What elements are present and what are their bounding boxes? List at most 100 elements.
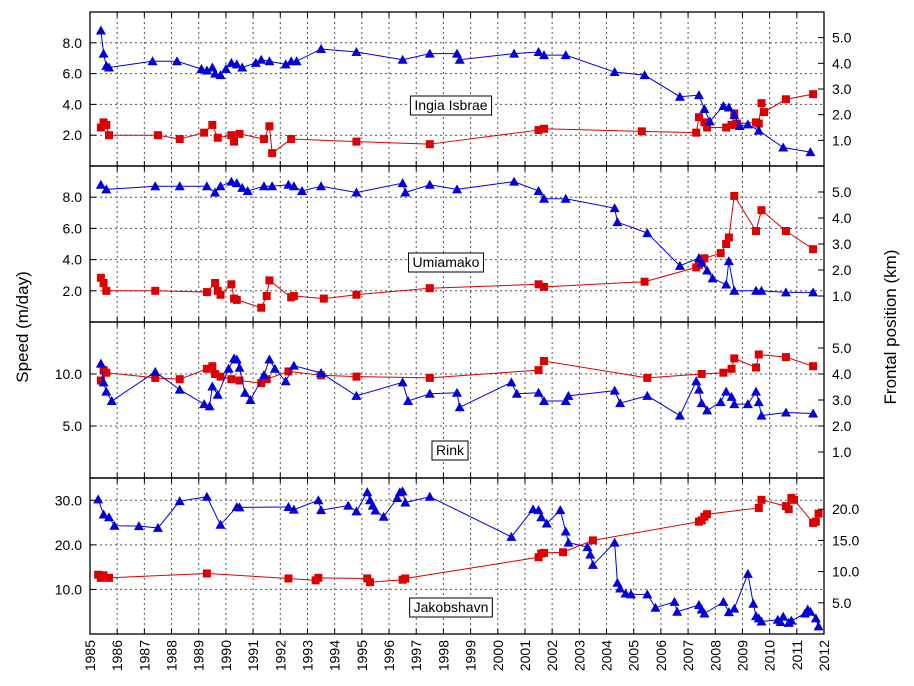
front-point — [102, 368, 111, 377]
speed-point — [316, 505, 327, 515]
speed-point — [560, 526, 571, 536]
front-point — [366, 578, 375, 587]
speed-point — [805, 606, 816, 616]
speed-point — [642, 390, 653, 400]
speed-point — [424, 48, 435, 58]
front-point — [539, 548, 548, 557]
front-point — [754, 350, 763, 359]
speed-point — [609, 67, 620, 77]
speed-point — [174, 384, 185, 394]
speed-point — [93, 494, 104, 504]
speed-point — [242, 185, 253, 195]
left-tick-label: 6.0 — [63, 66, 83, 82]
front-point — [227, 131, 236, 140]
speed-point — [775, 616, 786, 626]
right-tick-label: 2.0 — [832, 418, 852, 434]
speed-point — [734, 120, 745, 130]
x-tick-label: 1993 — [299, 640, 315, 671]
speed-point — [378, 511, 389, 521]
speed-point — [615, 583, 626, 593]
speed-point — [267, 181, 278, 191]
left-tick-label: 2.0 — [63, 127, 83, 143]
speed-point — [753, 397, 764, 407]
y-right-axis-title: Frontal position (km) — [881, 250, 900, 405]
front-point — [534, 126, 543, 135]
x-tick-label: 2010 — [762, 640, 778, 671]
front-point — [781, 353, 790, 362]
speed-point — [533, 505, 544, 515]
y-left-axis-title: Speed (m/day) — [13, 271, 32, 383]
glacier-label: Jakobshavn — [414, 599, 489, 615]
panel-umiamako: 2.0 4.0 6.0 8.0 1.0 2.0 3.0 4.0 5.0 Umiamako — [63, 165, 852, 323]
speed-point — [400, 187, 411, 197]
speed-point — [215, 70, 226, 80]
x-tick-label: 2004 — [599, 640, 615, 671]
left-tick-label: 4.0 — [63, 252, 83, 268]
speed-point — [780, 407, 791, 417]
speed-point — [563, 390, 574, 400]
speed-point — [729, 603, 740, 613]
speed-point — [397, 486, 408, 496]
front-point — [352, 372, 361, 381]
x-tick-label: 1988 — [164, 640, 180, 671]
right-tick-label: 20.0 — [832, 501, 859, 517]
front-point — [284, 367, 293, 376]
speed-point — [201, 181, 212, 191]
left-tick-label: 4.0 — [63, 96, 83, 112]
speed-point — [718, 100, 729, 110]
front-point — [235, 129, 244, 138]
x-tick-label: 1987 — [136, 640, 152, 671]
front-point — [200, 128, 209, 137]
glacier-label: Rink — [436, 442, 465, 458]
front-point — [265, 276, 274, 285]
front-point — [202, 569, 211, 578]
speed-point — [258, 181, 269, 191]
front-point — [257, 303, 266, 312]
front-point — [727, 120, 736, 129]
front-point — [637, 127, 646, 136]
speed-point — [147, 56, 158, 66]
speed-point — [756, 616, 767, 626]
left-tick-label: 10.0 — [55, 581, 82, 597]
speed-point — [231, 354, 242, 364]
left-tick-label: 10.0 — [55, 366, 82, 382]
left-tick-label: 20.0 — [55, 537, 82, 553]
right-tick-label: 4.0 — [832, 55, 852, 71]
front-point — [216, 372, 225, 381]
speed-point — [726, 391, 737, 401]
speed-point — [696, 398, 707, 408]
speed-point — [109, 520, 120, 530]
right-tick-label: 1.0 — [832, 444, 852, 460]
speed-point — [650, 602, 661, 612]
speed-point — [533, 185, 544, 195]
panel-ingia-isbrae: 2.0 4.0 6.0 8.0 1.0 2.0 3.0 4.0 5.0 Ingia Isbrae — [63, 11, 852, 167]
speed-point — [533, 47, 544, 57]
front-point — [319, 294, 328, 303]
speed-point — [560, 193, 571, 203]
speed-point — [715, 397, 726, 407]
speed-point — [98, 48, 109, 58]
front-point — [284, 574, 293, 583]
right-tick-label: 2.0 — [832, 262, 852, 278]
front-point — [559, 548, 568, 557]
front-point — [719, 368, 728, 377]
speed-point — [250, 57, 261, 67]
speed-point — [280, 376, 291, 386]
front-point — [96, 273, 105, 282]
speed-point — [210, 187, 221, 197]
right-tick-label: 3.0 — [832, 81, 852, 97]
speed-point — [316, 367, 327, 377]
speed-point — [397, 178, 408, 188]
speed-point — [509, 176, 520, 186]
glacier-label: Ingia Isbrae — [414, 97, 487, 113]
speed-point — [171, 56, 182, 66]
x-tick-label: 1989 — [191, 640, 207, 671]
speed-point — [674, 260, 685, 270]
speed-point — [201, 491, 212, 501]
speed-point — [150, 181, 161, 191]
speed-point — [723, 607, 734, 617]
speed-point — [778, 142, 789, 152]
panel-frame — [89, 11, 825, 167]
speed-point — [239, 387, 250, 397]
